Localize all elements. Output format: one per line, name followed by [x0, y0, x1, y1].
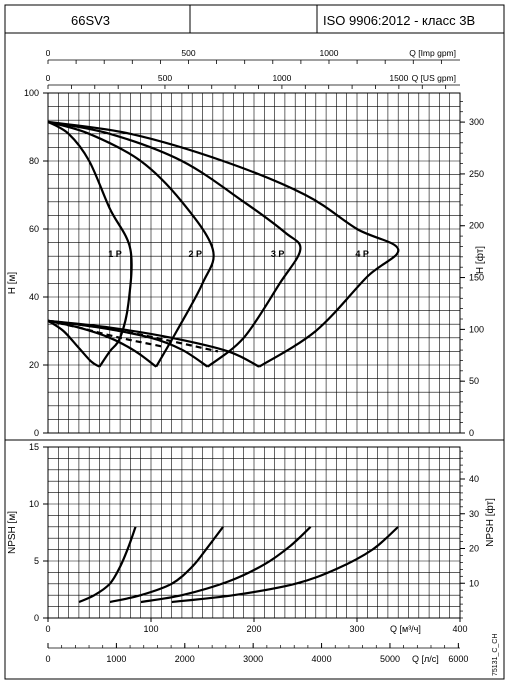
- npsh-left-tick-label: 10: [29, 499, 39, 509]
- stage-label: 3 P: [271, 249, 285, 259]
- head-left-tick-label: 40: [29, 292, 39, 302]
- axis-ls-tick-label: 6000: [448, 654, 468, 664]
- axis-us-gpm-tick-label: 1000: [272, 73, 291, 83]
- npsh-right-tick-label: 40: [469, 474, 479, 484]
- head-ylabel-left: H [м]: [7, 272, 18, 295]
- axis-ls-tick-label: 3000: [243, 654, 263, 664]
- npsh-left-tick-label: 15: [29, 442, 39, 452]
- head-curve-aux-4: [47, 319, 101, 368]
- axis-ls-tick-label: 5000: [380, 654, 400, 664]
- npsh-left-tick-label: 5: [34, 556, 39, 566]
- head-curve-4p: [47, 120, 400, 368]
- axis-ls-tick-label: 1000: [106, 654, 126, 664]
- head-left-tick-label: 100: [24, 88, 39, 98]
- head-right-tick-label: 300: [469, 117, 484, 127]
- axis-m3h-title: Q [м³/ч]: [390, 624, 421, 634]
- axis-ls-tick-label: 4000: [312, 654, 332, 664]
- head-ylabel-right: H [фт]: [474, 246, 486, 274]
- standard-label: ISO 9906:2012 - класс 3B: [323, 13, 475, 28]
- axis-imp-gpm-title: Q [Imp gpm]: [409, 48, 456, 58]
- axis-us-gpm-tick-label: 0: [46, 73, 51, 83]
- model-name: 66SV3: [71, 13, 110, 28]
- npsh-curve-4p: [171, 525, 399, 604]
- head-curve-1p: [47, 120, 133, 368]
- head-left-tick-label: 20: [29, 360, 39, 370]
- axis-imp-gpm-tick-label: 0: [46, 48, 51, 58]
- head-right-tick-label: 0: [469, 428, 474, 438]
- npsh-ylabel-right: NPSH [фт]: [484, 498, 496, 547]
- head-curve-aux-6: [47, 319, 209, 368]
- grid-layer: [47, 92, 461, 619]
- axis-imp-gpm-tick-label: 1000: [320, 48, 339, 58]
- head-left-tick-label: 80: [29, 156, 39, 166]
- axis-us-gpm-tick-label: 1500: [389, 73, 408, 83]
- axis-m3h-tick-label: 400: [452, 624, 467, 634]
- axis-us-gpm-title: Q [US gpm]: [412, 73, 456, 83]
- labels-layer: 0 500 1000 Q [Imp gpm]0 500 1000 1500 Q [US gpm…: [7, 48, 496, 664]
- axis-ls-tick-label: 2000: [175, 654, 195, 664]
- head-right-tick-label: 150: [469, 273, 484, 283]
- head-left-tick-label: 0: [34, 428, 39, 438]
- head-right-tick-label: 200: [469, 221, 484, 231]
- npsh-ylabel-left: NPSH [м]: [7, 511, 18, 554]
- head-right-tick-label: 100: [469, 324, 484, 334]
- axis-ls-tick-label: 0: [45, 654, 50, 664]
- curves-layer: [47, 120, 400, 604]
- npsh-right-tick-label: 10: [469, 578, 479, 588]
- npsh-left-tick-label: 0: [34, 613, 39, 623]
- head-curve-aux-9: [47, 319, 162, 348]
- axis-m3h-tick-label: 100: [143, 624, 158, 634]
- npsh-curve-1p: [78, 526, 137, 604]
- head-curve-3p: [47, 120, 302, 368]
- head-right-tick-label: 250: [469, 169, 484, 179]
- footer-code: 75131_C_CH: [492, 634, 499, 676]
- axes-layer: [5, 59, 504, 649]
- head-curve-aux-8: [47, 319, 219, 353]
- axis-m3h-tick-label: 200: [246, 624, 261, 634]
- stage-label: 1 P: [108, 249, 122, 259]
- npsh-curve-2p: [109, 526, 224, 604]
- head-right-tick-label: 50: [469, 376, 479, 386]
- head-plot-border: [47, 92, 461, 434]
- head-left-tick-label: 60: [29, 224, 39, 234]
- npsh-right-tick-label: 20: [469, 544, 479, 554]
- npsh-curve-3p: [140, 525, 312, 604]
- axis-m3h-tick-label: 0: [45, 624, 50, 634]
- stage-label: 4 P: [355, 249, 369, 259]
- axis-imp-gpm-tick-label: 500: [181, 48, 195, 58]
- axis-m3h-tick-label: 300: [349, 624, 364, 634]
- axis-us-gpm-tick-label: 500: [158, 73, 172, 83]
- axis-ls-title: Q [л/с]: [412, 654, 439, 664]
- head-curve-2p: [47, 120, 215, 368]
- stage-label: 2 P: [189, 249, 203, 259]
- outer-frame: [4, 32, 505, 680]
- npsh-right-tick-label: 30: [469, 509, 479, 519]
